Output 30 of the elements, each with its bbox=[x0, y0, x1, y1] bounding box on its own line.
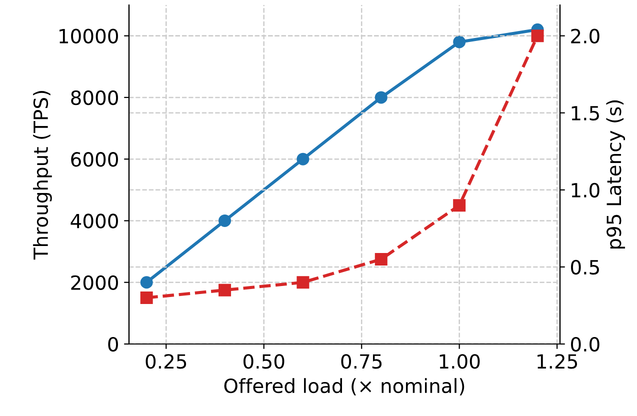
x-tick-label: 1.00 bbox=[440, 354, 480, 369]
point bbox=[374, 253, 388, 266]
point bbox=[296, 276, 310, 289]
point bbox=[218, 284, 232, 296]
y2-axis-title: p95 Latency (s) bbox=[606, 100, 626, 249]
y2-tick-label: 1.5 bbox=[572, 106, 599, 121]
point bbox=[140, 292, 153, 304]
point bbox=[374, 91, 388, 104]
y2-tick-label: 2.0 bbox=[571, 28, 600, 44]
x-tick-label: 0.75 bbox=[341, 354, 382, 369]
point bbox=[453, 36, 466, 48]
point bbox=[453, 199, 466, 212]
x-axis-title: Offered load (× nominal) bbox=[224, 378, 464, 396]
y-tick-label: 8000 bbox=[71, 90, 118, 106]
y2-tick-label: 0.5 bbox=[571, 260, 599, 275]
y-tick-label: 0 bbox=[108, 336, 118, 352]
y2-tick-label: 1.0 bbox=[572, 182, 600, 198]
y-tick-label: 6000 bbox=[71, 152, 118, 167]
y-tick-label: 4000 bbox=[70, 214, 118, 228]
y2-tick-label: 0.0 bbox=[571, 336, 600, 352]
x-tick-label: 0.25 bbox=[146, 354, 186, 369]
point bbox=[296, 152, 310, 166]
y-axis-title: Throughput (TPS) bbox=[33, 91, 52, 260]
point bbox=[140, 276, 153, 289]
x-tick-label: 1.25 bbox=[538, 354, 578, 369]
x-tick-label: 0.50 bbox=[244, 354, 284, 369]
point bbox=[531, 30, 544, 42]
y-tick-label: 10000 bbox=[60, 28, 118, 44]
y-tick-label: 2000 bbox=[71, 275, 118, 290]
point bbox=[218, 214, 232, 227]
